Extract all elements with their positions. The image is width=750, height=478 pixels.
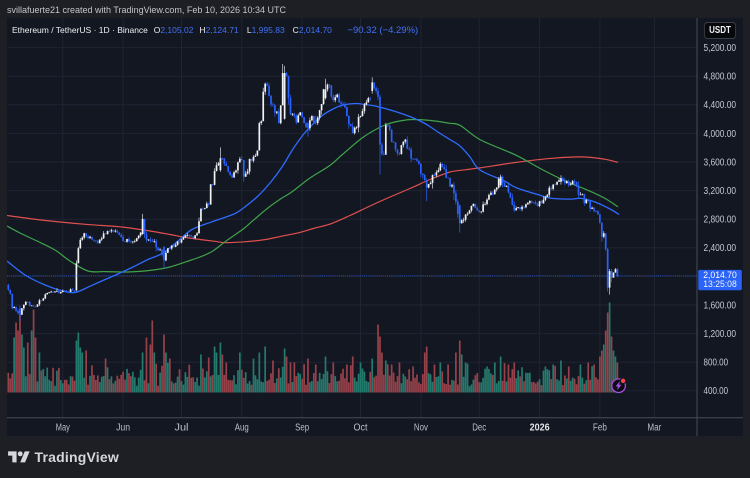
svg-text:Feb: Feb [593, 423, 607, 434]
svg-text:4,000.00: 4,000.00 [704, 129, 737, 140]
svg-text:3,600.00: 3,600.00 [704, 157, 737, 168]
svg-text:May: May [56, 423, 70, 434]
svg-text:2,014.70: 2,014.70 [703, 270, 737, 280]
svg-text:4,800.00: 4,800.00 [704, 72, 737, 83]
svg-text:3,200.00: 3,200.00 [704, 186, 737, 197]
svg-text:Sep: Sep [295, 423, 309, 434]
svg-text:800.00: 800.00 [704, 358, 729, 369]
svg-text:Nov: Nov [414, 423, 428, 434]
svg-text:2,800.00: 2,800.00 [704, 215, 737, 226]
svg-text:4,400.00: 4,400.00 [704, 100, 737, 111]
svg-text:Aug: Aug [235, 423, 249, 434]
svg-text:5,200.00: 5,200.00 [704, 43, 737, 54]
svg-text:Oct: Oct [354, 423, 368, 434]
svg-text:13:25:08: 13:25:08 [703, 279, 737, 289]
svg-text:1,200.00: 1,200.00 [704, 329, 737, 340]
svg-text:Dec: Dec [472, 423, 486, 434]
svg-text:Mar: Mar [647, 423, 662, 434]
svg-text:Jul: Jul [175, 423, 189, 434]
svg-text:2,400.00: 2,400.00 [704, 243, 737, 254]
svg-text:2026: 2026 [530, 423, 550, 434]
svg-text:Jun: Jun [116, 423, 130, 434]
svg-text:400.00: 400.00 [704, 386, 729, 397]
svg-text:1,600.00: 1,600.00 [704, 300, 737, 311]
